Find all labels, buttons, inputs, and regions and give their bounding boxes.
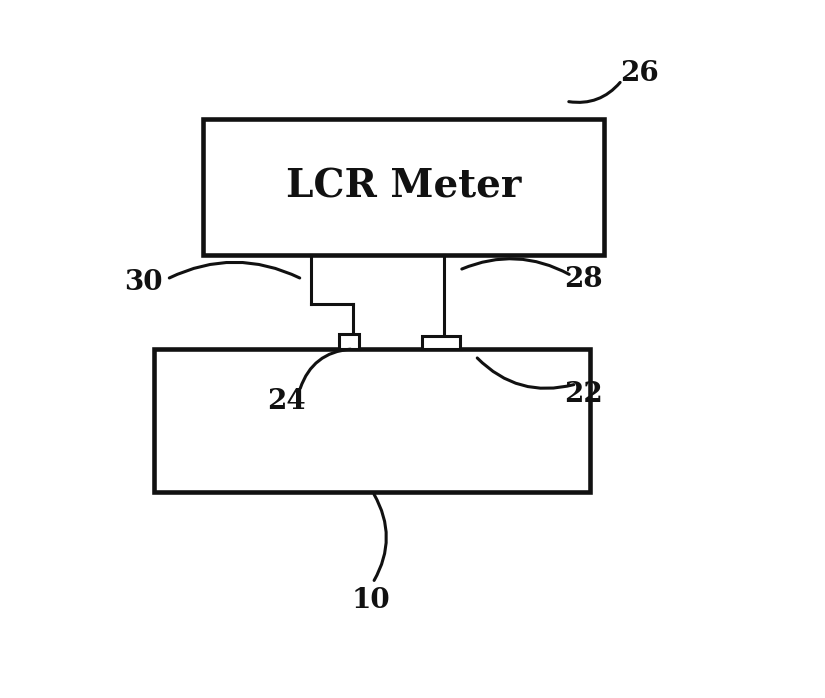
Bar [422,336,460,349]
Bar [154,349,591,492]
Bar [339,334,359,349]
Text: 24: 24 [267,388,306,415]
Text: LCR Meter: LCR Meter [286,168,521,205]
Bar [203,119,605,255]
Text: 10: 10 [351,587,390,614]
Text: 28: 28 [564,266,603,292]
Text: 26: 26 [620,60,658,87]
Text: 22: 22 [564,381,603,408]
Text: 30: 30 [125,269,163,296]
